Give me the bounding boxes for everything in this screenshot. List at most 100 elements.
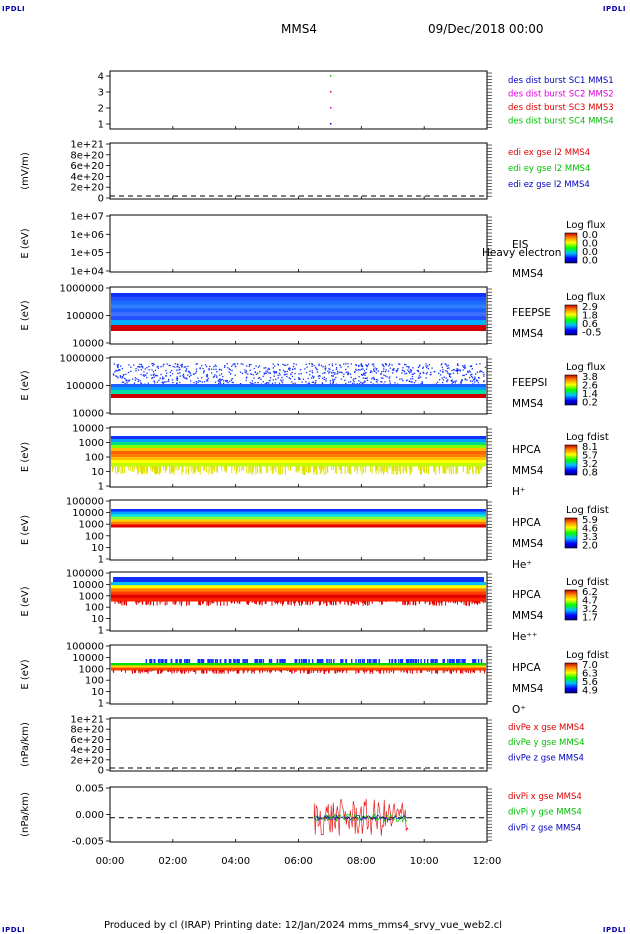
spectrogram-band — [111, 516, 486, 520]
colorbar-tick-label: 5.9 — [582, 515, 598, 526]
panel-feeps-i: 1000000 100000 10000 E (eV) FEEPSI MMS4 Log fl… — [20, 354, 606, 420]
colorbar-tick-label: 8.1 — [582, 442, 598, 453]
colorbar-tick-label: 6.3 — [582, 669, 598, 680]
legend-entry: divPi z gse MMS4 — [508, 823, 581, 833]
instrument-label: MMS4 — [512, 538, 544, 550]
spectrogram-band — [111, 509, 486, 513]
legend-entry: divPi x gse MMS4 — [508, 792, 582, 802]
y-tick-label: 1 — [98, 699, 104, 710]
plot-frame — [109, 644, 488, 705]
y-axis-label: (mV/m) — [20, 152, 31, 190]
y-axis-label: E (eV) — [20, 370, 31, 400]
y-tick-label: 1000 — [79, 664, 104, 675]
x-tick-label: 10:00 — [410, 856, 439, 867]
x-tick-label: 04:00 — [221, 856, 250, 867]
instrument-label: He⁺⁺ — [512, 631, 537, 643]
colorbar-tick-label: 0.0 — [582, 239, 598, 250]
y-tick-label: 2e+20 — [70, 755, 104, 766]
instrument-label: EIS — [512, 239, 529, 251]
y-axis-label: (nPa/km) — [20, 792, 31, 837]
y-tick-label: 10 — [91, 614, 104, 625]
burst-marker — [329, 107, 332, 109]
y-tick-label: 1000000 — [59, 284, 104, 295]
series-z — [313, 814, 408, 821]
colorbar-title: Log fdist — [566, 577, 609, 588]
y-tick-label: 10000 — [72, 653, 104, 664]
spectrogram-band — [111, 300, 486, 306]
footer-text: Produced by cl (IRAP) Printing date: 12/… — [104, 920, 503, 931]
colorbar-tick-label: 2.6 — [582, 381, 598, 392]
spectrogram-band — [111, 448, 486, 452]
legend-entry: des dist burst SC4 MMS4 — [508, 116, 614, 126]
legend-entry: divPe x gse MMS4 — [508, 723, 585, 733]
panel-des-dist: 4 3 2 1 des dist burst SC1 MMS1 des dist burs… — [98, 70, 614, 131]
spectrogram-band — [111, 588, 486, 592]
spectrogram-band — [111, 521, 486, 525]
y-tick-label: 1000 — [79, 520, 104, 531]
instrument-label: HPCA — [512, 444, 542, 456]
instrument-label: HPCA — [512, 589, 542, 601]
colorbar — [564, 589, 578, 621]
y-tick-label: 1 — [98, 555, 104, 566]
spectrogram-band — [111, 445, 486, 449]
spectrogram-band — [111, 312, 486, 317]
x-tick-label: 12:00 — [473, 856, 502, 867]
spectrogram-band — [111, 308, 486, 313]
spectrogram-band — [111, 665, 486, 669]
colorbar — [564, 374, 578, 406]
legend-entry: edi ez gse l2 MMS4 — [508, 180, 590, 190]
instrument-label: MMS4 — [512, 328, 544, 340]
y-tick-label: 3 — [98, 88, 104, 99]
colorbar-title: Log flux — [566, 362, 606, 373]
instrument-label: HPCA — [512, 662, 542, 674]
y-tick-label: 0.000 — [75, 810, 104, 821]
instrument-label: FEEPSE — [512, 307, 551, 319]
date-label: 09/Dec/2018 00:00 — [428, 22, 544, 36]
y-tick-label: 10 — [91, 687, 104, 698]
y-tick-label: 1 — [98, 120, 104, 131]
y-tick-label: 10000 — [72, 424, 104, 435]
legend-entry: des dist burst SC2 MMS2 — [508, 89, 614, 99]
plot-frame — [109, 786, 488, 843]
plot-frame — [109, 142, 488, 200]
y-axis-label: E (eV) — [20, 586, 31, 616]
instrument-label: MMS4 — [512, 465, 544, 477]
instrument-label: HPCA — [512, 517, 542, 529]
legend-entry: divPe z gse MMS4 — [508, 753, 584, 763]
colorbar-tick-label: 0.0 — [582, 256, 598, 267]
instrument-label: MMS4 — [512, 683, 544, 695]
y-tick-label: 2e+20 — [70, 183, 104, 194]
overlay-text: Heavy electron to — [482, 247, 575, 259]
x-tick-label: 08:00 — [347, 856, 376, 867]
x-tick-label: 02:00 — [158, 856, 187, 867]
corner-label-top-left: IPDLI — [2, 5, 26, 13]
colorbar-title: Log flux — [566, 292, 606, 303]
series-x — [313, 798, 409, 836]
spectrogram-band — [111, 451, 486, 455]
spectrogram-band — [111, 514, 486, 518]
panel-hpca-h: 10000 1000 100 10 1 E (eV) HPCA MMS4 H⁺ Log fdist… — [20, 424, 609, 499]
spectrogram-band — [111, 524, 486, 528]
y-axis-label: E (eV) — [20, 228, 31, 258]
y-tick-label: 8e+20 — [70, 150, 104, 161]
plot-frame — [109, 214, 488, 273]
y-tick-label: 10000 — [72, 580, 104, 591]
colorbar-tick-label: 7.0 — [582, 660, 598, 671]
y-tick-label: 10000 — [72, 409, 104, 420]
legend-entry: divPi y gse MMS4 — [508, 808, 582, 818]
y-tick-label: 1e+04 — [70, 267, 104, 278]
y-tick-label: 6e+20 — [70, 735, 104, 746]
instrument-label: O⁺ — [512, 704, 526, 716]
colorbar-tick-label: 3.2 — [582, 459, 598, 470]
plot-frame — [109, 717, 488, 772]
y-tick-label: 1e+06 — [70, 230, 104, 241]
colorbar-title: Log fdist — [566, 505, 609, 516]
colorbar — [564, 304, 578, 336]
panel-divpi: 0.005 0.000 -0.005 (nPa/km) divPi x gse MMS4… — [20, 784, 582, 868]
spectrogram-band — [111, 463, 486, 467]
y-tick-label: 1e+07 — [70, 212, 104, 223]
colorbar-tick-label: 0.0 — [582, 230, 598, 241]
